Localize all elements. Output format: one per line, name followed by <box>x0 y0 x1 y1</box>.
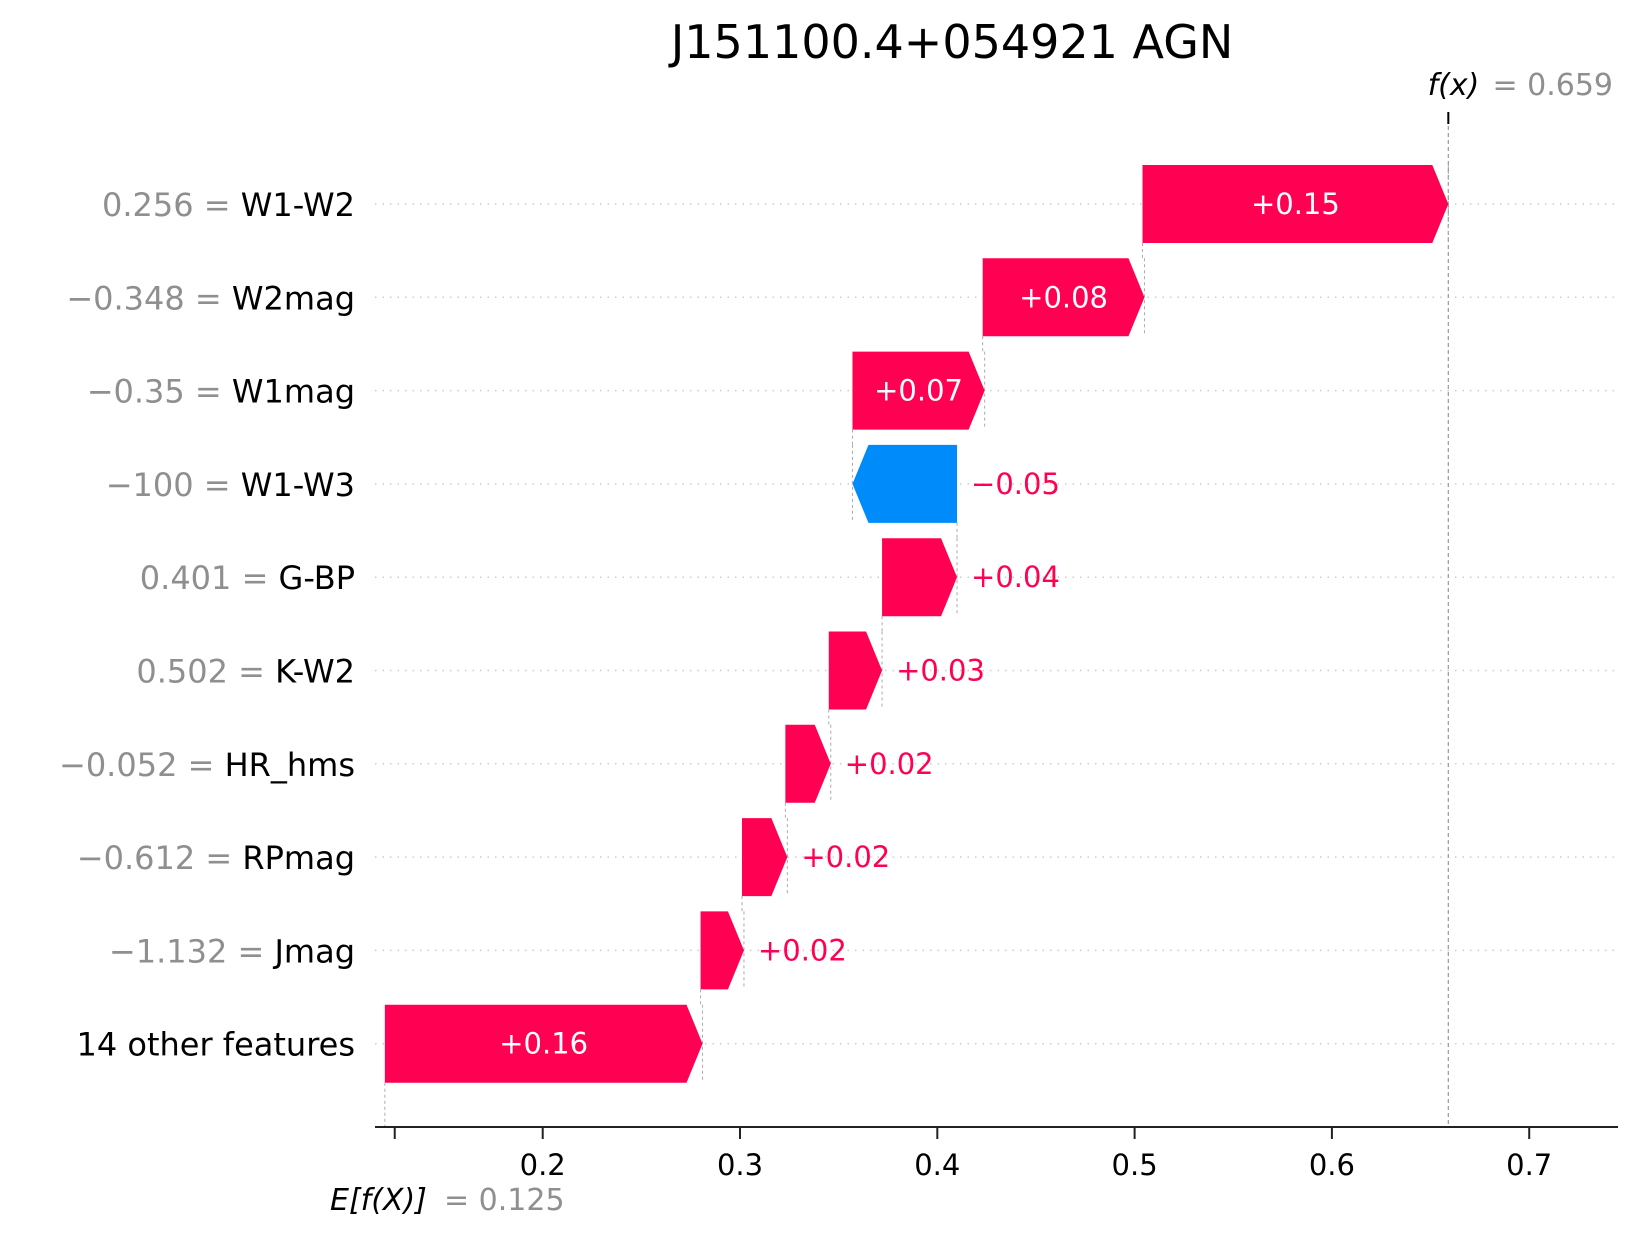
x-tick-label: 0.2 <box>520 1148 566 1182</box>
output-value-annotation: f(x) = 0.659 <box>1428 68 1613 103</box>
x-axis: 0.2 0.3 0.4 0.5 0.6 0.7 <box>375 1126 1618 1182</box>
feature-name: HR_hms <box>225 746 355 784</box>
base-label: E[f(X)] <box>330 1183 427 1218</box>
output-value: = 0.659 <box>1492 68 1613 103</box>
bar-g-bp <box>882 538 958 617</box>
feature-labels: +0.15 0.256 = W1-W2 +0.08 −0.348 = W2mag +0.… <box>59 186 1340 1064</box>
x-tick-label: 0.4 <box>914 1148 960 1182</box>
bars <box>384 165 1449 1083</box>
bar-jmag <box>700 911 744 990</box>
feature-label: 0.401 = G-BP <box>140 559 355 597</box>
feature-label: −0.35 = W1mag <box>87 373 355 411</box>
feature-name: W2mag <box>232 279 355 317</box>
x-tick-label: 0.6 <box>1309 1148 1355 1182</box>
feature-name: G-BP <box>279 559 355 597</box>
feature-name: W1mag <box>232 373 355 411</box>
feature-name: K-W2 <box>275 653 355 691</box>
feature-value: −0.052 = <box>59 746 225 784</box>
feature-label: 0.502 = K-W2 <box>136 653 355 691</box>
bar-w1-w3 <box>852 444 958 523</box>
bar-hr-hms <box>785 724 831 803</box>
feature-name: Jmag <box>272 932 355 970</box>
bar-value-label: +0.03 <box>896 654 985 688</box>
feature-value: −0.35 = <box>87 373 232 411</box>
bar-value-label: +0.16 <box>499 1027 588 1061</box>
x-tick-label: 0.3 <box>717 1148 763 1182</box>
feature-value: 0.256 = <box>102 186 241 224</box>
base-value: = 0.125 <box>444 1183 565 1218</box>
bar-value-label: +0.04 <box>971 560 1060 594</box>
x-tick-label: 0.7 <box>1506 1148 1552 1182</box>
feature-value: −0.612 = <box>77 839 243 877</box>
x-tick-label: 0.5 <box>1112 1148 1158 1182</box>
feature-name: W1-W2 <box>241 186 355 224</box>
bar-w1-w2 <box>1142 165 1449 243</box>
feature-value: −100 = <box>106 466 241 504</box>
chart-title: J151100.4+054921 AGN <box>668 15 1234 69</box>
bar-value-label: +0.15 <box>1251 187 1340 221</box>
bar-w2mag <box>982 258 1145 337</box>
feature-value: −1.132 = <box>109 932 275 970</box>
bar-value-label: +0.02 <box>845 747 934 781</box>
feature-label: 0.256 = W1-W2 <box>102 186 355 224</box>
bar-value-label: +0.02 <box>758 933 847 967</box>
bar-value-label: +0.08 <box>1019 280 1108 314</box>
feature-label: 14 other features <box>76 1026 355 1064</box>
bar-value-label: −0.05 <box>971 467 1060 501</box>
gridlines <box>375 112 1618 1127</box>
bar-value-label: +0.07 <box>874 374 963 408</box>
bar-w1mag <box>852 351 985 430</box>
bar-value-label: +0.02 <box>801 840 890 874</box>
feature-label: −0.612 = RPmag <box>77 839 355 877</box>
feature-name: W1-W3 <box>241 466 355 504</box>
output-label: f(x) <box>1428 68 1480 103</box>
feature-name: RPmag <box>242 839 355 877</box>
base-value-annotation: E[f(X)] = 0.125 <box>330 1183 565 1218</box>
feature-label: −0.348 = W2mag <box>66 279 355 317</box>
feature-name: 14 other features <box>76 1026 355 1064</box>
feature-label: −100 = W1-W3 <box>106 466 355 504</box>
feature-value: −0.348 = <box>66 279 232 317</box>
bar-14-other-features <box>384 1004 703 1083</box>
feature-label: −0.052 = HR_hms <box>59 746 355 784</box>
bar-rpmag <box>741 818 788 897</box>
bar-k-w2 <box>828 631 883 710</box>
feature-value: 0.401 = <box>140 559 279 597</box>
feature-label: −1.132 = Jmag <box>109 932 355 970</box>
feature-value: 0.502 = <box>136 653 275 691</box>
